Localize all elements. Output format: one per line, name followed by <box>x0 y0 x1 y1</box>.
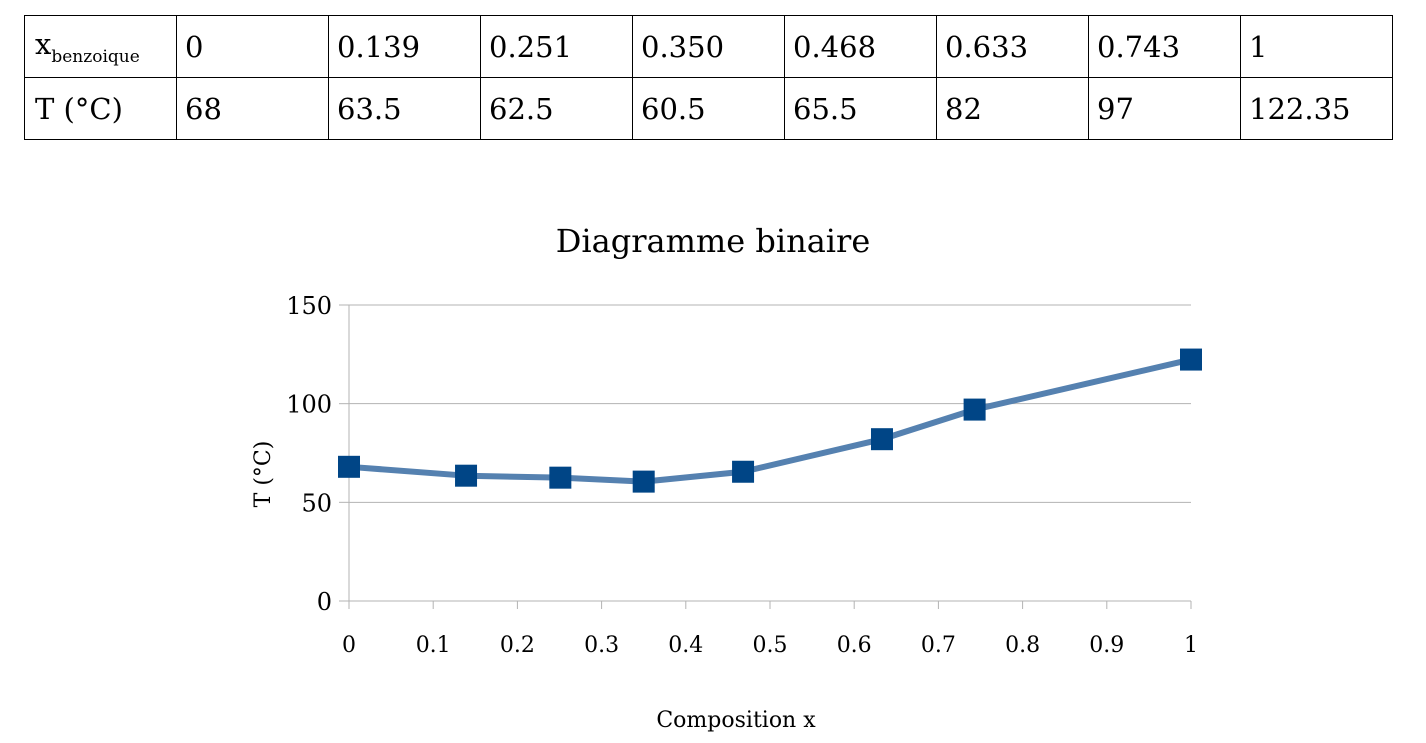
x-tick-label: 0.4 <box>668 633 703 658</box>
table-cell: 0.139 <box>328 15 481 78</box>
series <box>338 348 1202 493</box>
x-tick-label: 0.3 <box>584 633 619 658</box>
data-point <box>549 466 572 489</box>
x-tick-label: 0.1 <box>416 633 451 658</box>
table-cell: 122.35 <box>1240 77 1393 140</box>
y-tick-label: 50 <box>301 489 332 517</box>
grid <box>349 304 1191 602</box>
table-cell: 1 <box>1240 15 1393 78</box>
x-tick-label: 0.9 <box>1089 633 1124 658</box>
data-point <box>1180 348 1202 371</box>
y-axis-label: T (°C) <box>251 441 276 508</box>
axes: 0 50 100 150 0 0.1 0.2 0.3 0.4 0.5 0.6 0.7 0.8 0.9 1 <box>286 292 1198 658</box>
data-table: xbenzoique 0 0.139 0.251 0.350 0.468 0.6… <box>24 15 1393 140</box>
x-tick-label: 0.2 <box>500 633 535 658</box>
table-row-x: xbenzoique 0 0.139 0.251 0.350 0.468 0.6… <box>24 15 1393 78</box>
table-cell: 68 <box>176 77 329 140</box>
series-line <box>346 356 1194 485</box>
x-tick-label: 0.8 <box>1005 633 1040 658</box>
row-label-t: T (°C) <box>24 77 177 140</box>
data-point <box>632 470 655 493</box>
table-cell: 0.633 <box>936 15 1089 78</box>
table-cell: 60.5 <box>632 77 785 140</box>
table-cell: 62.5 <box>480 77 633 140</box>
x-tick-label: 0.5 <box>753 633 788 658</box>
data-point <box>455 464 478 487</box>
row-label-x-sub: benzoique <box>51 46 140 67</box>
table-row-t: T (°C) 68 63.5 62.5 60.5 65.5 82 97 122.… <box>24 77 1393 140</box>
data-point <box>732 460 755 483</box>
y-tick-label: 0 <box>317 588 332 616</box>
chart-title: Diagramme binaire <box>556 222 871 260</box>
x-tick-label: 0 <box>342 633 356 658</box>
table-cell: 0.468 <box>784 15 937 78</box>
table-cell: 0 <box>176 15 329 78</box>
x-tick-label: 0.7 <box>921 633 956 658</box>
y-tick-label: 100 <box>286 391 332 419</box>
y-tick-label: 150 <box>286 292 332 320</box>
data-point <box>338 455 360 478</box>
table-cell: 82 <box>936 77 1089 140</box>
table-cell: 0.743 <box>1088 15 1241 78</box>
data-point <box>963 398 986 421</box>
table-cell: 97 <box>1088 77 1241 140</box>
row-label-x-main: x <box>35 26 52 61</box>
data-point <box>870 428 893 451</box>
x-tick-label: 0.6 <box>837 633 872 658</box>
x-axis-label: Composition x <box>656 708 816 733</box>
x-tick-label: 1 <box>1184 633 1198 658</box>
table-cell: 65.5 <box>784 77 937 140</box>
row-label-x: xbenzoique <box>24 15 177 78</box>
table-cell: 63.5 <box>328 77 481 140</box>
